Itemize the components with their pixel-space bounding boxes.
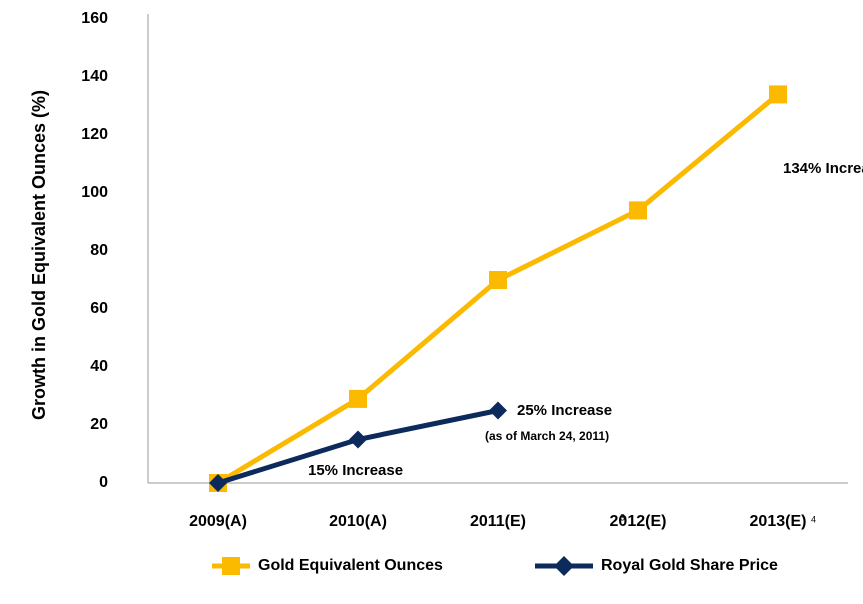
y-tick-label: 0 bbox=[99, 474, 108, 491]
y-tick-label: 20 bbox=[90, 416, 108, 433]
marker bbox=[349, 389, 367, 408]
annotation: 4 bbox=[811, 514, 816, 524]
marker bbox=[349, 430, 367, 449]
y-tick-label: 140 bbox=[81, 68, 108, 85]
y-tick-label: 80 bbox=[90, 242, 108, 259]
y-tick-label: 60 bbox=[90, 300, 108, 317]
annotation: 3 bbox=[620, 512, 625, 522]
annotation: 134% Increase bbox=[783, 160, 863, 177]
y-tick-label: 120 bbox=[81, 126, 108, 143]
x-tick-label: 2013(E) bbox=[750, 513, 807, 530]
marker bbox=[489, 401, 507, 420]
annotation: (as of March 24, 2011) bbox=[485, 429, 609, 443]
y-axis-label: Growth in Gold Equivalent Ounces (%) bbox=[29, 90, 49, 420]
y-tick-label: 40 bbox=[90, 358, 108, 375]
x-tick-label: 2011(E) bbox=[470, 513, 526, 530]
annotation: 25% Increase bbox=[517, 402, 612, 419]
legend-label: Gold Equivalent Ounces bbox=[258, 557, 443, 574]
y-tick-label: 100 bbox=[81, 184, 108, 201]
marker bbox=[209, 474, 227, 492]
x-tick-label: 2010(A) bbox=[329, 513, 387, 530]
marker bbox=[629, 201, 647, 220]
marker bbox=[769, 85, 787, 104]
annotation: 15% Increase bbox=[308, 462, 403, 479]
y-tick-label: 160 bbox=[81, 10, 108, 27]
x-tick-label: 2012(E) bbox=[610, 513, 667, 530]
legend-label: Royal Gold Share Price bbox=[601, 557, 778, 574]
marker bbox=[489, 271, 507, 289]
legend-marker bbox=[222, 557, 240, 575]
x-tick-label: 2009(A) bbox=[189, 513, 247, 530]
legend-marker bbox=[554, 556, 574, 576]
